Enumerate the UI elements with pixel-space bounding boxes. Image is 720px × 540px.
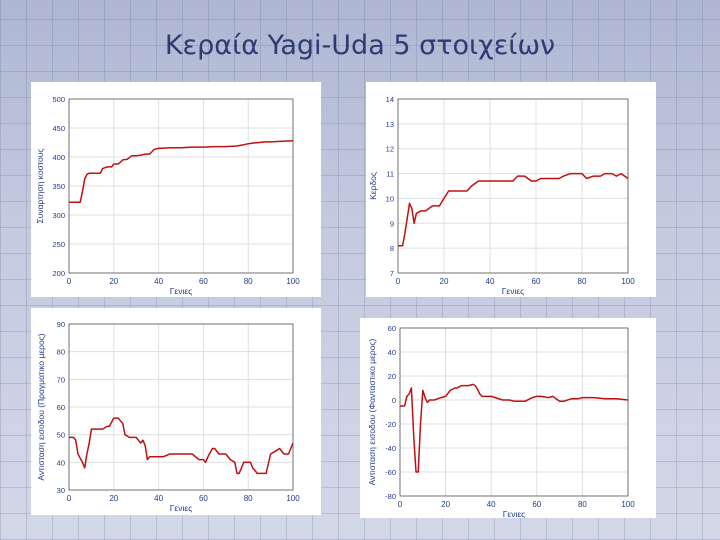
gain-chart: 0 20 40 60 80 100 7 8 9 10 11 12 13 14 Γενιες Κερδος: [368, 95, 635, 296]
series-line: [400, 383, 629, 473]
y-tick-label: 300: [52, 211, 65, 220]
y-tick-label: 20: [388, 372, 396, 381]
x-tick-label: 100: [621, 277, 635, 286]
x-tick-label: 100: [286, 277, 300, 286]
y-tick-label: 500: [52, 95, 65, 104]
y-tick-label: 9: [390, 219, 394, 228]
chart-panel-cost: 0 20 40 60 80 100 200 250 300 350 400 450 500 Γενιες Σ…: [31, 82, 321, 297]
y-axis-label: Αντισταση εισοδου (Πραγματικο μερος): [36, 333, 46, 480]
y-tick-label: 14: [386, 95, 394, 104]
x-tick-label: 20: [109, 277, 118, 286]
x-tick-label: 60: [199, 277, 208, 286]
x-tick-label: 80: [578, 500, 587, 509]
x-axis-label: Γενιες: [502, 286, 525, 296]
y-tick-label: 10: [386, 194, 394, 203]
x-tick-label: 100: [621, 500, 635, 509]
x-tick-label: 20: [109, 494, 118, 503]
x-tick-label: 80: [244, 277, 253, 286]
y-tick-label: 30: [57, 486, 65, 495]
y-tick-label: 7: [390, 269, 394, 278]
y-tick-label: 250: [52, 240, 65, 249]
x-axis-label: Γενιες: [170, 503, 193, 513]
x-tick-label: 60: [532, 277, 541, 286]
y-tick-label: -20: [385, 420, 396, 429]
y-tick-label: 60: [388, 324, 396, 333]
chart-panel-gain: 0 20 40 60 80 100 7 8 9 10 11 12 13 14 Γενιες Κερδος: [366, 82, 656, 297]
y-tick-label: 12: [386, 145, 394, 154]
y-tick-label: -80: [385, 492, 396, 501]
y-tick-label: 400: [52, 153, 65, 162]
slide-title: Κεραία Yagi-Uda 5 στοιχείων: [164, 30, 556, 61]
x-axis-label: Γενιες: [503, 509, 526, 518]
x-tick-label: 40: [154, 277, 163, 286]
plot-frame: [68, 98, 294, 274]
y-tick-label: 90: [57, 320, 65, 329]
real-impedance-chart: 0 20 40 60 80 100 30 40 50 60 70 80 90 Γενιες Αντιστασ…: [36, 320, 300, 513]
y-tick-label: 450: [52, 124, 65, 133]
y-axis-label: Αντισταση εισοδου (Φανταστικο μερος): [367, 338, 377, 485]
y-tick-label: 80: [57, 348, 65, 357]
y-tick-label: 60: [57, 403, 65, 412]
y-tick-label: 0: [392, 396, 396, 405]
x-tick-label: 0: [396, 277, 401, 286]
y-tick-label: 50: [57, 431, 65, 440]
series-line: [69, 140, 294, 203]
x-tick-label: 40: [487, 500, 496, 509]
x-tick-label: 40: [486, 277, 495, 286]
x-tick-label: 20: [441, 500, 450, 509]
series-line: [69, 417, 294, 475]
y-tick-label: -60: [385, 468, 396, 477]
x-tick-label: 0: [67, 277, 72, 286]
series-line: [398, 172, 629, 247]
plot-frame: [399, 327, 629, 497]
x-tick-label: 20: [440, 277, 449, 286]
x-tick-label: 80: [244, 494, 253, 503]
x-tick-label: 0: [67, 494, 72, 503]
y-tick-label: 8: [390, 244, 394, 253]
cost-chart: 0 20 40 60 80 100 200 250 300 350 400 450 500 Γενιες Σ…: [35, 95, 300, 296]
x-tick-label: 80: [578, 277, 587, 286]
x-tick-label: 40: [154, 494, 163, 503]
y-tick-label: 350: [52, 182, 65, 191]
x-tick-label: 100: [286, 494, 300, 503]
y-tick-label: 40: [57, 458, 65, 467]
imag-impedance-chart: 0 20 40 60 80 100 -80 -60 -40 -20 0 20 40 60 Γενιες Αντ…: [367, 324, 635, 518]
x-tick-label: 60: [199, 494, 208, 503]
y-tick-label: 70: [57, 375, 65, 384]
plot-frame: [397, 98, 629, 274]
x-tick-label: 60: [532, 500, 541, 509]
x-axis-label: Γενιες: [170, 286, 193, 296]
chart-panel-imag-impedance: 0 20 40 60 80 100 -80 -60 -40 -20 0 20 40 60 Γενιες Αντ…: [360, 318, 656, 518]
y-tick-label: 13: [386, 120, 394, 129]
y-axis-label: Κερδος: [368, 172, 378, 200]
y-tick-label: 11: [386, 170, 394, 179]
plot-frame: [68, 323, 294, 491]
x-tick-label: 0: [398, 500, 403, 509]
chart-panel-real-impedance: 0 20 40 60 80 100 30 40 50 60 70 80 90 Γενιες Αντιστασ…: [31, 308, 321, 515]
y-tick-label: 40: [388, 348, 396, 357]
y-axis-label: Συναρτηση κοστους: [35, 148, 45, 223]
y-tick-label: 200: [52, 269, 65, 278]
y-tick-label: -40: [385, 444, 396, 453]
